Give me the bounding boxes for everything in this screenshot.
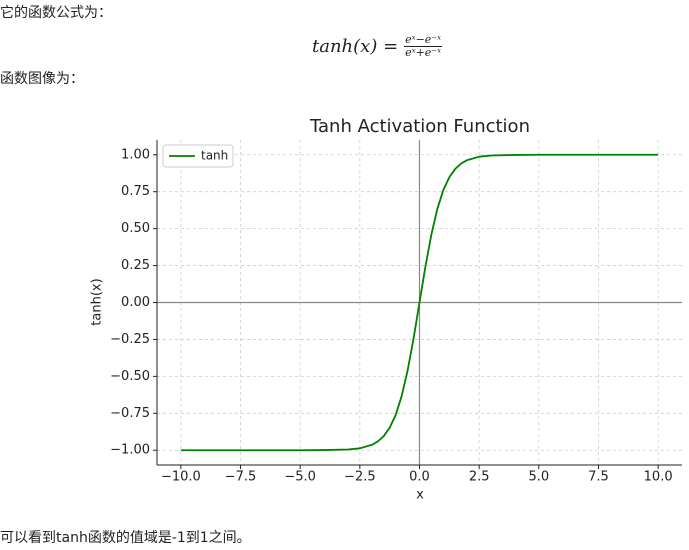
y-tick-label: −1.00	[110, 443, 150, 458]
x-tick-label: 7.5	[588, 470, 609, 485]
y-axis-label: tanh(x)	[90, 278, 105, 325]
formula: tanh(x) = eˣ−e⁻ˣ eˣ+e⁻ˣ	[312, 33, 443, 59]
legend-label: tanh	[201, 149, 228, 163]
x-tick-label: 2.5	[469, 470, 490, 485]
y-tick-label: 0.25	[121, 258, 150, 273]
y-tick-label: 0.50	[121, 221, 150, 236]
intro-text: 它的函数公式为：	[0, 5, 112, 21]
x-tick-label: 10.0	[644, 470, 673, 485]
conclusion-text: 可以看到tanh函数的值域是-1到1之间。	[0, 530, 251, 546]
y-tick-label: 0.75	[121, 184, 150, 199]
x-axis-label: x	[416, 488, 424, 503]
y-tick-label: −0.50	[110, 369, 150, 384]
chart: Tanh Activation Function x tanh(x) −10.0…	[90, 116, 682, 503]
y-tick-label: −0.75	[110, 406, 150, 421]
numerator: eˣ−e⁻ˣ	[404, 33, 443, 47]
graph-intro: 函数图像为：	[0, 71, 84, 87]
x-tick-label: −2.5	[344, 470, 376, 485]
chart-title: Tanh Activation Function	[309, 116, 530, 137]
y-tick-label: 0.00	[121, 295, 150, 310]
x-tick-label: −7.5	[225, 470, 257, 485]
x-tick-label: 5.0	[528, 470, 549, 485]
fraction: eˣ−e⁻ˣ eˣ+e⁻ˣ	[404, 33, 443, 59]
x-tick-label: 0.0	[409, 470, 430, 485]
x-tick-label: −5.0	[284, 470, 316, 485]
legend-box	[162, 144, 234, 168]
y-tick-label: −0.25	[110, 332, 150, 347]
line-series	[180, 153, 659, 452]
formula-lhs: tanh(x) =	[312, 36, 399, 57]
y-tick-label: 1.00	[121, 147, 150, 162]
denominator: eˣ+e⁻ˣ	[405, 46, 442, 59]
x-tick-label: −10.0	[161, 470, 201, 485]
